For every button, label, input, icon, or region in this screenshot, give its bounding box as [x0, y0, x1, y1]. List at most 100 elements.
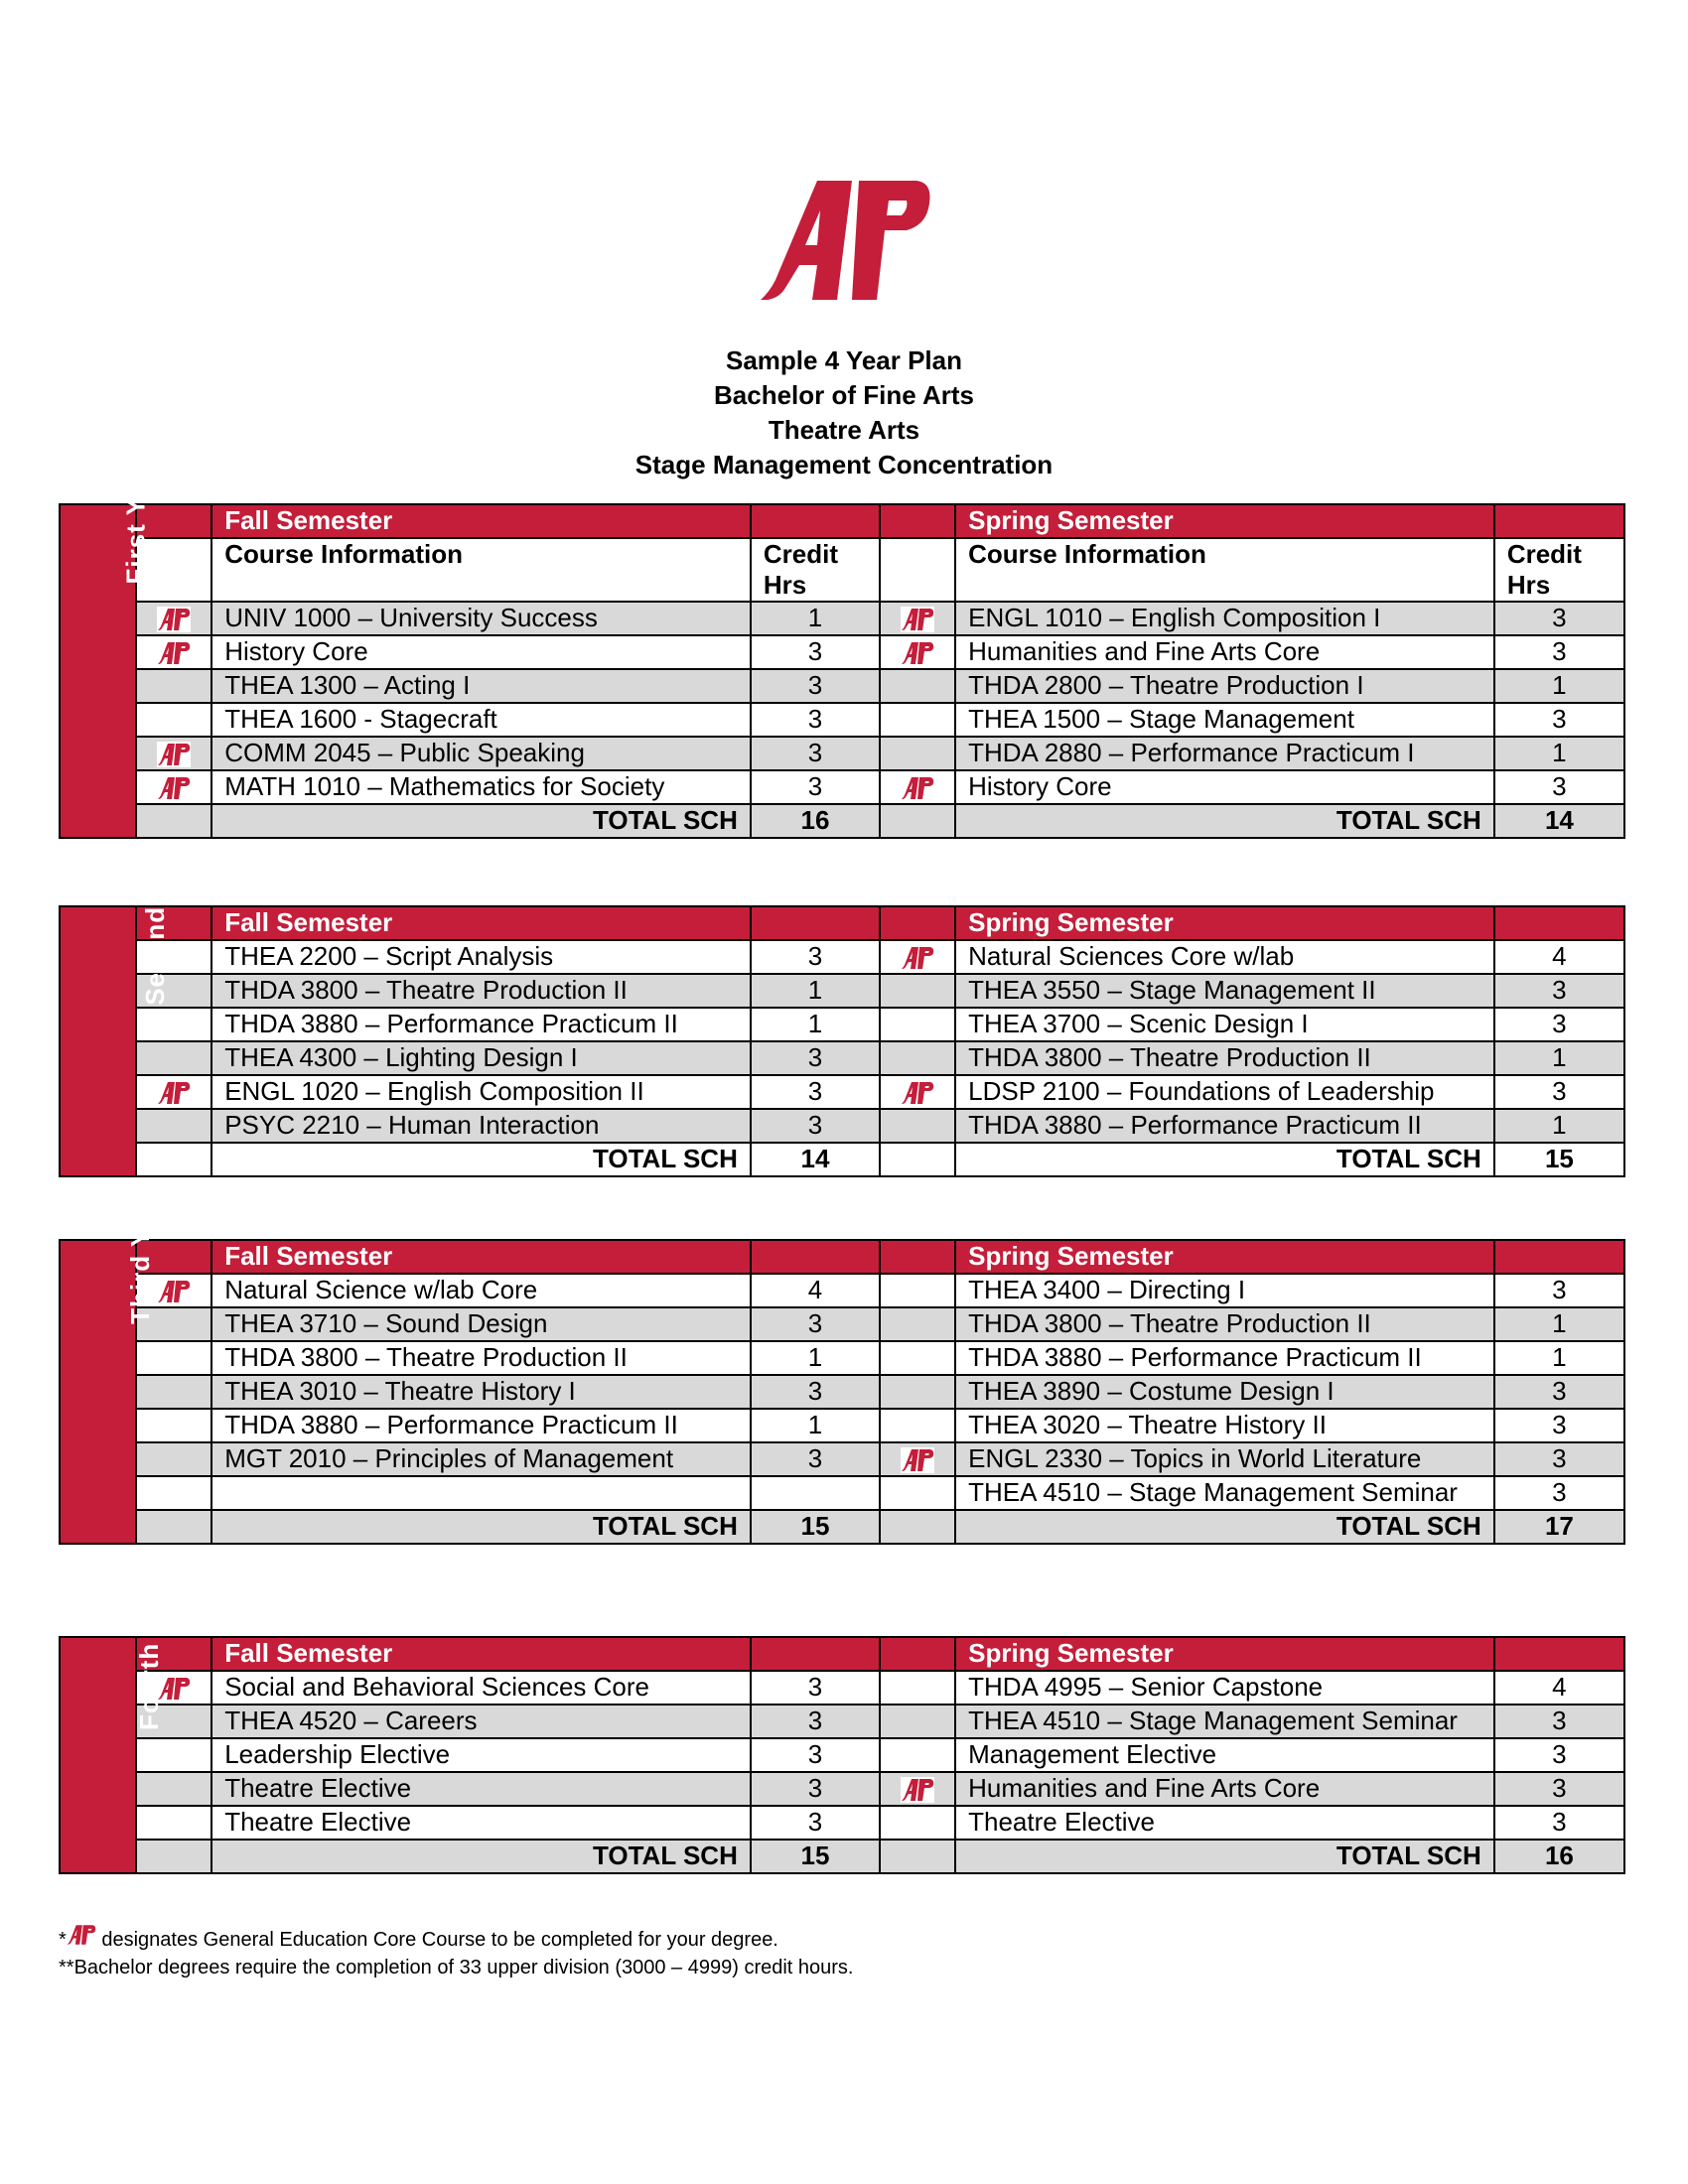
credit-hours-cell: 1 — [1492, 1108, 1626, 1144]
course-cell: THDA 3800 – Theatre Production II — [211, 1340, 752, 1376]
title-line: Bachelor of Fine Arts — [714, 380, 974, 410]
total-label: TOTAL SCH — [211, 1509, 752, 1545]
total-label: TOTAL SCH — [211, 1142, 752, 1177]
spring-total: 17 — [1492, 1509, 1626, 1545]
core-marker-cell — [135, 1007, 213, 1042]
course-cell: UNIV 1000 – University Success — [211, 601, 752, 636]
course-cell: THEA 3010 – Theatre History I — [211, 1374, 752, 1410]
total-label: TOTAL SCH — [954, 803, 1495, 839]
core-marker-cell — [135, 702, 213, 738]
credit-hours-cell: 3 — [749, 1670, 882, 1706]
credit-hours-cell: 3 — [749, 1074, 882, 1110]
title-line: Stage Management Concentration — [634, 450, 1054, 479]
core-marker-cell — [135, 1374, 213, 1410]
credit-hours-cell: 3 — [749, 736, 882, 771]
semester-header-row: Third Year Fall Semester Spring Semester — [58, 1188, 1626, 1545]
credit-hours-cell: 3 — [1492, 702, 1626, 738]
course-row: THEA 4510 – Stage Management Seminar 3 — [60, 1475, 1626, 1511]
course-cell: THEA 1600 - Stagecraft — [211, 702, 752, 738]
year-label: Second Year — [139, 840, 170, 1006]
course-cell: COMM 2045 – Public Speaking — [211, 736, 752, 771]
core-footnote: * designates General Education Core Cour… — [59, 1922, 854, 1954]
core-marker-cell — [879, 601, 957, 636]
total-row: TOTAL SCH 14 TOTAL SCH 15 — [60, 1142, 1626, 1177]
year-label: First Year — [120, 457, 151, 585]
course-cell: MGT 2010 – Principles of Management — [211, 1441, 752, 1477]
credit-hours-cell: 3 — [1492, 769, 1626, 805]
core-marker-cell — [879, 939, 957, 975]
course-cell: Theatre Elective — [211, 1771, 752, 1807]
year-label: Fourth Year — [134, 1575, 165, 1731]
fall-semester-header: Fall Semester — [211, 905, 752, 941]
ap-core-icon — [901, 775, 935, 802]
course-cell: ENGL 1010 – English Composition I — [954, 601, 1495, 636]
core-marker-cell — [879, 1704, 957, 1739]
title-line: Theatre Arts — [768, 415, 920, 445]
core-marker-cell — [135, 1074, 213, 1110]
total-label: TOTAL SCH — [954, 1142, 1495, 1177]
credit-hours-cell — [749, 1475, 882, 1511]
course-row: THDA 3880 – Performance Practicum II 1 THE… — [60, 1408, 1626, 1443]
course-cell: Leadership Elective — [211, 1737, 752, 1773]
credit-hours-cell: 1 — [749, 1340, 882, 1376]
course-cell: THDA 3800 – Theatre Production II — [954, 1306, 1495, 1342]
course-row: History Core 3 Humanities and Fine Arts Co… — [60, 634, 1626, 670]
column-header-row: Course Information Credit Hrs Course Infor… — [60, 537, 1626, 603]
core-marker-cell — [135, 668, 213, 704]
core-marker-cell — [135, 1475, 213, 1511]
credit-hours-cell: 4 — [1492, 939, 1626, 975]
credit-hours-cell: 1 — [1492, 1040, 1626, 1076]
total-label: TOTAL SCH — [211, 1839, 752, 1874]
spring-semester-header: Spring Semester — [954, 1239, 1495, 1275]
credit-hours-cell: 3 — [749, 1108, 882, 1144]
ap-core-icon — [66, 1922, 96, 1948]
core-marker-cell — [135, 973, 213, 1009]
credit-hours-cell: 3 — [1492, 1475, 1626, 1511]
course-cell: THEA 1300 – Acting I — [211, 668, 752, 704]
spring-total: 15 — [1492, 1142, 1626, 1177]
course-row: Leadership Elective 3 Management Elective 3 — [60, 1737, 1626, 1773]
total-row: TOTAL SCH 15 TOTAL SCH 17 — [60, 1509, 1626, 1545]
course-cell: Natural Science w/lab Core — [211, 1273, 752, 1308]
course-cell: THDA 2880 – Performance Practicum I — [954, 736, 1495, 771]
course-cell: THDA 3880 – Performance Practicum II — [211, 1007, 752, 1042]
plan-titles: Sample 4 Year Plan Bachelor of Fine Arts… — [0, 343, 1688, 482]
core-marker-cell — [135, 1340, 213, 1376]
core-marker-cell — [879, 1441, 957, 1477]
credit-hours-cell: 3 — [1492, 1007, 1626, 1042]
course-cell: THEA 4510 – Stage Management Seminar — [954, 1475, 1495, 1511]
credit-hours-cell: 3 — [749, 1441, 882, 1477]
course-cell: THEA 4520 – Careers — [211, 1704, 752, 1739]
course-cell: THDA 3880 – Performance Practicum II — [211, 1408, 752, 1443]
total-label: TOTAL SCH — [211, 803, 752, 839]
core-marker-cell — [135, 1805, 213, 1841]
credit-hours-cell: 3 — [749, 634, 882, 670]
core-marker-cell — [879, 668, 957, 704]
spring-semester-header: Spring Semester — [954, 503, 1495, 539]
course-cell: THDA 3800 – Theatre Production II — [954, 1040, 1495, 1076]
ap-logo — [761, 181, 930, 300]
course-row: ENGL 1020 – English Composition II 3 LDSP … — [60, 1074, 1626, 1110]
course-row: THEA 4300 – Lighting Design I 3 THDA 3800 … — [60, 1040, 1626, 1076]
year-label-cell: Third Year — [58, 1188, 155, 1545]
total-row: TOTAL SCH 15 TOTAL SCH 16 — [60, 1839, 1626, 1874]
course-row: THDA 3800 – Theatre Production II 1 THDA 3… — [60, 1340, 1626, 1376]
core-marker-cell — [879, 1737, 957, 1773]
course-cell: Humanities and Fine Arts Core — [954, 1771, 1495, 1807]
core-note-text: designates General Education Core Course… — [95, 1929, 778, 1951]
credit-hours-cell: 3 — [749, 1771, 882, 1807]
total-label: TOTAL SCH — [954, 1509, 1495, 1545]
credit-hours-cell: 3 — [1492, 1408, 1626, 1443]
credit-hours-cell: 3 — [1492, 1273, 1626, 1308]
core-marker-cell — [135, 1408, 213, 1443]
course-cell: THEA 4510 – Stage Management Seminar — [954, 1704, 1495, 1739]
core-marker-cell — [135, 736, 213, 771]
year-table: Second Year Fall Semester Spring Semester T… — [58, 840, 1626, 1177]
core-marker-cell — [135, 939, 213, 975]
course-cell: THDA 3880 – Performance Practicum II — [954, 1108, 1495, 1144]
credit-hours-cell: 3 — [749, 939, 882, 975]
core-marker-cell — [135, 1771, 213, 1807]
credit-hours-cell: 1 — [749, 601, 882, 636]
course-cell: THEA 3700 – Scenic Design I — [954, 1007, 1495, 1042]
course-info-header: Course Information — [954, 537, 1495, 603]
